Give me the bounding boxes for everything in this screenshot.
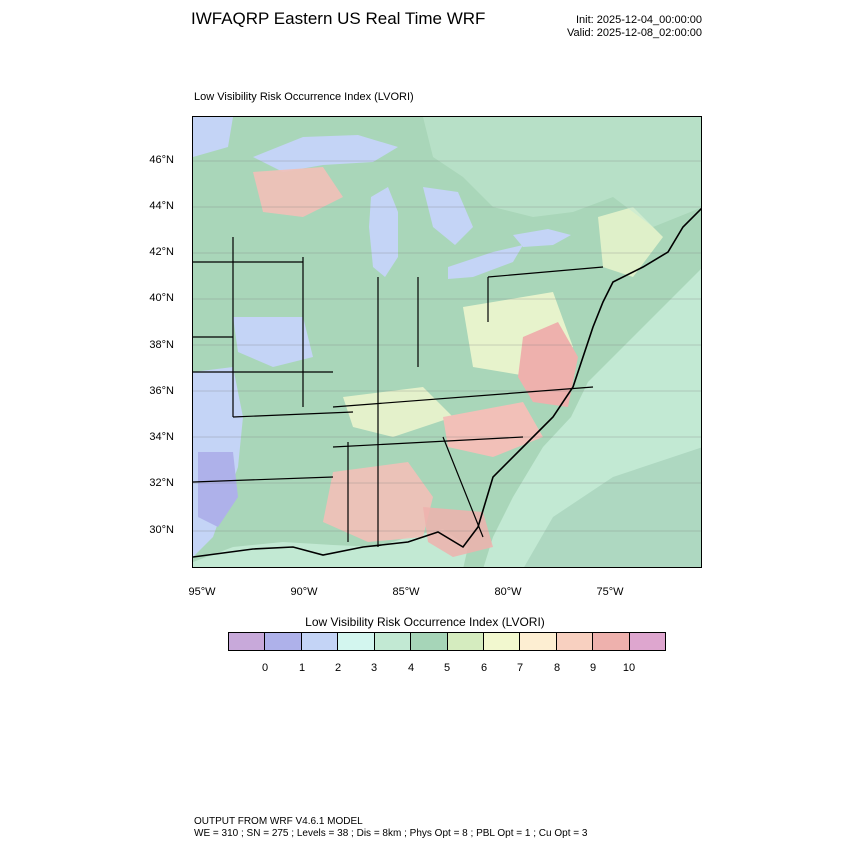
colorbar-box xyxy=(301,633,339,650)
colorbar-label-7: 7 xyxy=(516,662,524,674)
lat-tick-46: 46°N xyxy=(149,154,174,166)
state-boundaries xyxy=(193,237,604,547)
colorbar-label-10: 10 xyxy=(622,662,636,674)
colorbar-box xyxy=(556,633,594,650)
footer-model-line: OUTPUT FROM WRF V4.6.1 MODEL xyxy=(194,816,363,827)
colorbar-box xyxy=(629,633,666,650)
lowest-risk-zone xyxy=(198,452,238,527)
colorbar-box xyxy=(447,633,484,650)
colorbar-box xyxy=(338,633,375,650)
gulf-of-mexico xyxy=(193,529,468,567)
lat-tick-38: 38°N xyxy=(149,339,174,351)
lon-tick-80w: 80°W xyxy=(494,586,522,598)
lake-erie xyxy=(448,245,523,279)
lon-tick-95w: 95°W xyxy=(188,586,216,598)
coastline xyxy=(193,207,701,558)
footer-config-line: WE = 310 ; SN = 275 ; Levels = 38 ; Dis … xyxy=(194,828,588,839)
colorbar-box xyxy=(411,633,448,650)
high-risk-virginia xyxy=(518,322,578,407)
colorbar-label-8: 8 xyxy=(553,662,561,674)
lat-tick-34: 34°N xyxy=(149,431,174,443)
plot-title: Low Visibility Risk Occurrence Index (LV… xyxy=(194,91,414,103)
moderate-risk-newengland xyxy=(598,207,663,277)
lake-huron xyxy=(423,187,473,245)
map-panel xyxy=(192,116,702,568)
lat-tick-32: 32°N xyxy=(149,477,174,489)
figure-title: IWFAQRP Eastern US Real Time WRF xyxy=(191,9,486,28)
colorbar-box xyxy=(483,633,521,650)
lat-tick-44: 44°N xyxy=(149,200,174,212)
low-risk-missouri xyxy=(233,317,313,367)
colorbar-label-5: 5 xyxy=(443,662,451,674)
lat-tick-40: 40°N xyxy=(149,292,174,304)
colorbar-box xyxy=(229,633,266,650)
lake-michigan xyxy=(369,187,398,277)
lon-tick-75w: 75°W xyxy=(596,586,624,598)
lat-tick-30: 30°N xyxy=(149,524,174,536)
valid-time: Valid: 2025-12-08_02:00:00 xyxy=(567,27,702,39)
lvori-map xyxy=(193,117,701,567)
colorbar-label-1: 1 xyxy=(298,662,306,674)
init-time: Init: 2025-12-04_00:00:00 xyxy=(576,14,702,26)
lat-tick-36: 36°N xyxy=(149,385,174,397)
low-risk-minnesota xyxy=(193,117,233,157)
colorbar-label-9: 9 xyxy=(589,662,597,674)
canada-region xyxy=(423,117,701,227)
graticule xyxy=(193,160,701,532)
lon-tick-85w: 85°W xyxy=(392,586,420,598)
colorbar-label-0: 0 xyxy=(261,662,269,674)
lake-ontario xyxy=(513,229,571,247)
high-risk-wisconsin xyxy=(253,167,343,217)
colorbar-box xyxy=(593,633,630,650)
colorbar-label-2: 2 xyxy=(334,662,342,674)
colorbar-box xyxy=(520,633,557,650)
colorbar-label-4: 4 xyxy=(407,662,415,674)
atlantic-far xyxy=(524,447,701,567)
lat-tick-42: 42°N xyxy=(149,246,174,258)
colorbar xyxy=(228,632,666,651)
lake-superior xyxy=(253,135,398,172)
colorbar-label-6: 6 xyxy=(480,662,488,674)
lon-tick-90w: 90°W xyxy=(290,586,318,598)
colorbar-label-3: 3 xyxy=(370,662,378,674)
high-risk-carolinas xyxy=(443,402,543,457)
colorbar-box xyxy=(265,633,302,650)
colorbar-box xyxy=(374,633,412,650)
colorbar-title: Low Visibility Risk Occurrence Index (LV… xyxy=(305,615,545,629)
